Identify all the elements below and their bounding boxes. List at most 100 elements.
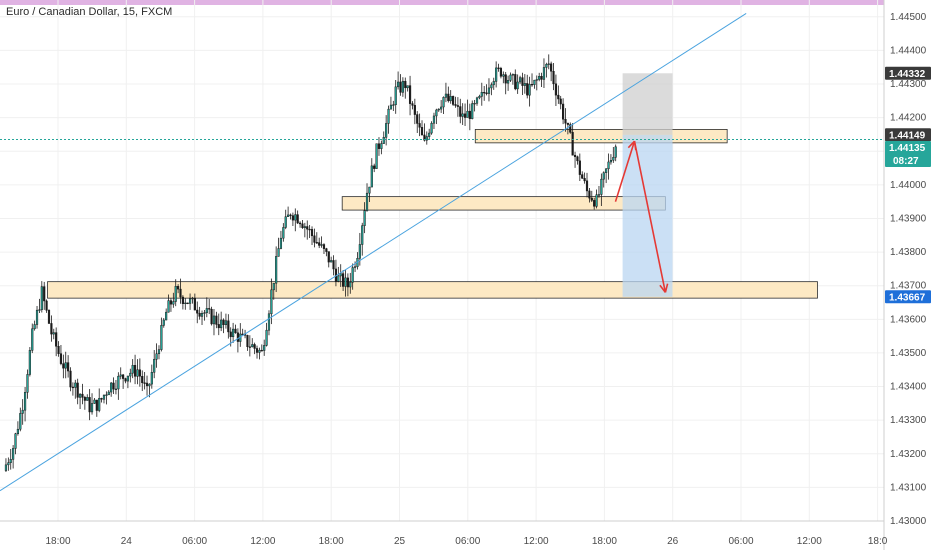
candle-body — [342, 273, 345, 287]
candle — [296, 210, 299, 224]
take-profit-zone[interactable] — [622, 134, 673, 297]
candle-body — [124, 378, 127, 382]
candle — [430, 121, 433, 135]
candle — [251, 338, 254, 348]
short-position-tool[interactable] — [622, 73, 673, 297]
price-zone[interactable] — [47, 281, 818, 299]
candle — [138, 358, 141, 387]
arrow-line — [633, 141, 667, 293]
time-tick-label: 25 — [394, 536, 406, 547]
candle — [349, 272, 352, 294]
candle — [16, 421, 19, 436]
candle-body — [449, 96, 452, 102]
candle — [78, 393, 82, 410]
candle — [425, 131, 428, 145]
candle-body — [165, 311, 168, 321]
price-zone[interactable] — [474, 129, 728, 144]
candle — [320, 236, 323, 248]
candle-body — [504, 74, 507, 84]
candle — [399, 74, 402, 96]
candle — [275, 246, 278, 293]
candle-body — [186, 302, 189, 304]
grid — [0, 0, 884, 522]
candle — [224, 313, 228, 329]
candle-body — [107, 391, 110, 396]
candle-body — [110, 382, 113, 393]
candle — [468, 103, 471, 131]
candle — [215, 311, 218, 329]
candle — [114, 380, 118, 395]
candle — [365, 183, 369, 212]
candle — [289, 213, 292, 220]
candle — [380, 140, 383, 155]
candle-body — [380, 143, 383, 149]
candle-body — [346, 277, 349, 288]
candle-body — [538, 76, 541, 80]
candle — [564, 108, 567, 132]
candle — [428, 128, 431, 140]
candle — [122, 373, 125, 389]
price-tick-label: 1.43800 — [890, 247, 927, 258]
price-tick-label: 1.44400 — [890, 45, 927, 56]
time-tick-label: 18:0 — [868, 536, 888, 547]
candle — [411, 101, 414, 110]
candle — [212, 309, 216, 336]
stop-loss-zone[interactable] — [622, 73, 673, 135]
candle-body — [145, 382, 149, 387]
candle-body — [416, 114, 419, 124]
candle — [420, 120, 424, 136]
time-axis[interactable]: 18:00 24 06:00 12:00 18:00 25 06:00 12:00 18:00 2… — [45, 536, 887, 547]
candle — [308, 224, 311, 239]
candle-body — [141, 376, 144, 384]
candle-body — [52, 332, 55, 335]
candle-body — [196, 309, 199, 314]
trendline-line[interactable] — [0, 13, 747, 492]
candle-body — [550, 63, 553, 72]
candle-body — [308, 228, 311, 231]
candle-body — [131, 365, 134, 374]
candle-body — [217, 324, 220, 329]
candle — [98, 388, 101, 413]
price-axis[interactable]: 1.43000 1.43100 1.43200 1.43300 1.43400 1.435… — [890, 12, 927, 527]
candle-body — [593, 200, 596, 207]
candle-body — [483, 92, 486, 94]
price-tick-label: 1.43700 — [890, 281, 927, 292]
candle — [339, 264, 342, 287]
candle — [64, 351, 67, 379]
candle — [480, 82, 483, 106]
candle — [112, 377, 115, 394]
price-tick-label: 1.43600 — [890, 314, 927, 325]
time-tick-label: 12:00 — [524, 536, 549, 547]
candle-body — [212, 315, 216, 325]
candle — [298, 221, 302, 228]
candle-body — [40, 286, 43, 310]
candle-body — [174, 286, 177, 302]
current-price-badge-countdown: 08:27 — [893, 156, 919, 167]
candle-body — [566, 122, 569, 125]
candle-body — [581, 174, 584, 179]
candle-body — [12, 448, 15, 460]
candle-body — [172, 301, 175, 305]
candle — [117, 372, 120, 400]
candle-body — [310, 229, 314, 237]
candle-body — [43, 286, 46, 302]
candle-body — [583, 178, 586, 182]
candle-body — [545, 64, 548, 68]
candle — [153, 350, 156, 379]
candle-body — [521, 77, 524, 86]
entry-price-badge — [885, 128, 931, 142]
candle-body — [485, 92, 488, 94]
candle — [605, 168, 608, 184]
candle-body — [578, 160, 581, 175]
candle-body — [339, 273, 342, 277]
candle — [578, 153, 581, 182]
candle-body — [227, 320, 230, 333]
candle — [370, 158, 373, 188]
candle-body — [327, 251, 330, 263]
trendline[interactable] — [0, 13, 747, 492]
candle — [310, 226, 314, 246]
candle-body — [332, 260, 335, 270]
candle-body — [74, 382, 77, 388]
arrow-line — [614, 140, 636, 202]
